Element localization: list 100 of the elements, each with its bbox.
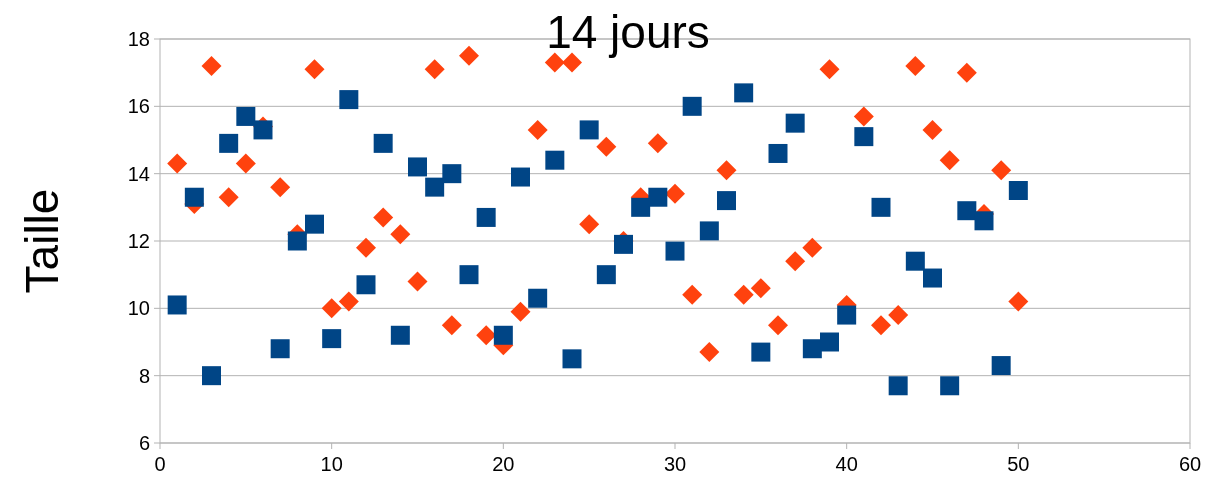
point: [785, 251, 806, 272]
point: [442, 164, 462, 184]
point: [339, 90, 359, 110]
point: [957, 201, 977, 221]
point: [717, 191, 736, 211]
point: [476, 325, 497, 346]
point: [802, 339, 822, 359]
point: [527, 119, 548, 140]
point: [270, 177, 291, 198]
point: [1008, 291, 1029, 312]
point: [511, 167, 530, 187]
point: [596, 265, 616, 285]
point: [167, 295, 187, 315]
point: [493, 325, 513, 345]
point: [218, 187, 239, 208]
x-tick-label: 50: [1007, 453, 1030, 475]
y-tick-label: 14: [127, 162, 150, 185]
x-tick-label: 0: [154, 453, 166, 475]
point: [888, 376, 908, 396]
point: [459, 45, 479, 66]
point: [528, 288, 548, 308]
point: [854, 127, 874, 147]
point: [184, 187, 204, 207]
point: [991, 356, 1011, 376]
point: [510, 301, 531, 322]
point: [871, 315, 891, 336]
point: [974, 211, 994, 231]
point: [321, 298, 342, 319]
x-tick-label: 30: [663, 453, 687, 475]
point: [802, 237, 823, 258]
point: [853, 106, 874, 127]
point: [305, 214, 324, 234]
point: [408, 157, 427, 177]
point: [596, 136, 617, 157]
point: [441, 315, 462, 336]
point: [356, 237, 376, 258]
y-tick-label: 6: [138, 432, 150, 454]
point: [751, 342, 771, 362]
point: [167, 153, 188, 174]
point: [424, 59, 445, 80]
point: [579, 120, 599, 140]
point: [682, 96, 702, 116]
point: [991, 160, 1012, 181]
y-tick-label: 18: [127, 28, 150, 50]
point: [236, 106, 256, 126]
point: [425, 177, 445, 197]
point: [923, 268, 942, 288]
point: [390, 224, 411, 245]
point: [956, 62, 977, 83]
point: [373, 133, 393, 153]
y-tick-label: 16: [127, 95, 150, 118]
point: [631, 197, 651, 217]
y-tick-label: 12: [127, 230, 150, 252]
point: [819, 59, 840, 80]
point: [390, 325, 410, 345]
point: [716, 160, 737, 181]
point: [768, 315, 788, 336]
point: [905, 55, 926, 76]
point: [338, 291, 359, 312]
point: [322, 329, 342, 349]
point: [682, 284, 703, 305]
point: [647, 133, 668, 154]
point: [270, 339, 290, 359]
point: [202, 366, 221, 386]
point: [1008, 181, 1028, 200]
point: [544, 52, 565, 73]
point: [407, 271, 428, 292]
point: [562, 52, 582, 73]
point: [459, 265, 479, 285]
point: [373, 207, 394, 228]
x-tick-label: 40: [835, 453, 858, 475]
point: [699, 342, 720, 363]
point: [939, 150, 960, 171]
point: [922, 119, 943, 140]
point: [665, 241, 685, 261]
point: [253, 120, 273, 140]
point: [562, 349, 582, 369]
point: [219, 133, 239, 153]
point: [733, 284, 754, 305]
y-tick-label: 10: [127, 297, 150, 320]
point: [871, 197, 891, 217]
point: [545, 150, 565, 170]
point: [235, 153, 256, 174]
y-tick-label: 8: [138, 364, 150, 387]
point: [648, 187, 668, 207]
point: [665, 183, 685, 204]
point: [579, 214, 600, 235]
point: [888, 305, 909, 326]
point: [699, 221, 719, 241]
point: [734, 83, 754, 103]
point: [304, 59, 325, 80]
point: [201, 55, 222, 76]
x-tick-label: 10: [320, 453, 343, 475]
point: [356, 275, 376, 295]
point: [768, 143, 788, 163]
point: [837, 305, 857, 325]
point: [750, 278, 771, 299]
chart-title: 14 jours: [546, 6, 710, 58]
point: [476, 207, 496, 227]
point: [940, 376, 960, 396]
